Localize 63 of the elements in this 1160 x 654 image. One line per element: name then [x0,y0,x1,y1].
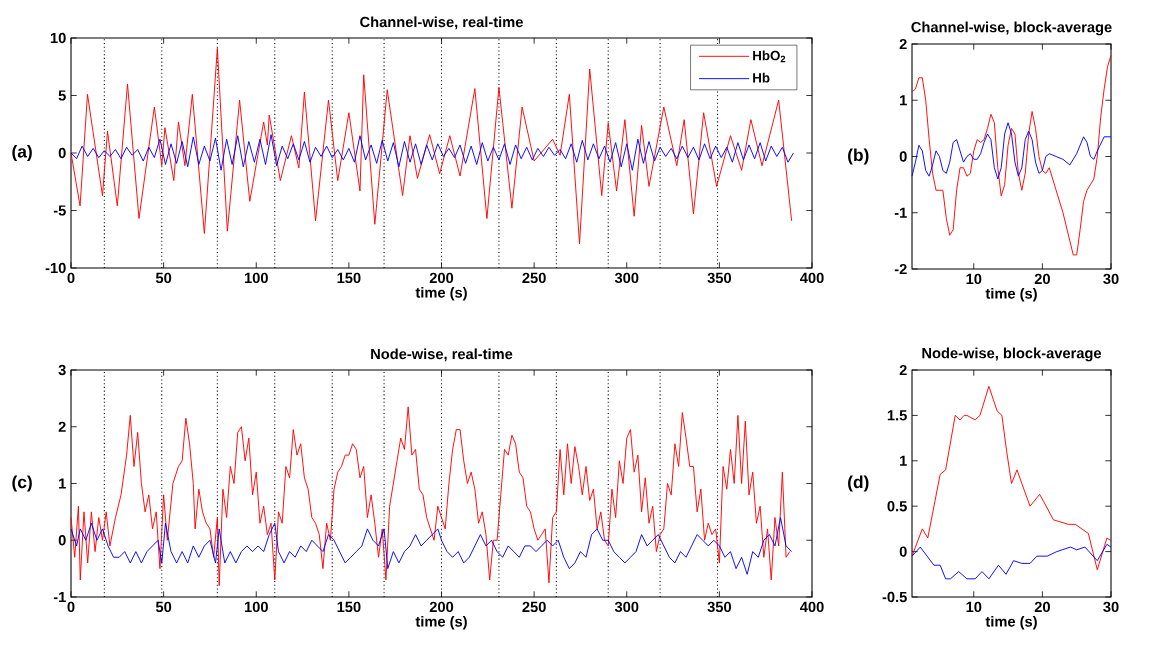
x-axis-title: time (s) [415,615,467,630]
y-tick-label: 0 [899,546,907,557]
y-tick-label: 1 [900,455,907,466]
x-tick-label: 250 [522,601,546,613]
y-tick-label: 2 [899,38,907,50]
y-tick-label: 10 [50,32,66,44]
legend-label: HbO$_{2}$ [753,50,786,63]
line-series [70,47,793,245]
y-tick-label: 1 [59,478,66,489]
y-tick-label: -0.5 [882,591,907,603]
text: (b) [848,148,869,165]
chart-title: Node-wise, block-average [922,347,1102,362]
line-series [911,543,1112,580]
x-tick-label: 10 [966,273,982,285]
x-tick-label: 300 [614,601,639,613]
y-tick-label: 2 [899,364,907,376]
x-tick-label: 0 [67,601,75,613]
y-tick-label: -10 [45,262,66,274]
text: (a) [12,144,32,162]
x-tick-label: 350 [707,601,731,613]
y-tick-label: 2 [58,421,66,432]
x-tick-label: 30 [1103,601,1119,613]
line-series [911,385,1112,571]
y-tick-label: 0 [58,147,66,159]
y-tick-label: -1 [894,207,907,218]
x-tick-label: 20 [1034,601,1050,613]
x-tick-label: 200 [429,601,454,613]
x-tick-label: 50 [155,272,172,284]
x-tick-label: 150 [337,272,361,284]
x-tick-label: 10 [966,601,982,613]
x-tick-label: 100 [244,601,268,613]
chart-title: Channel-wise, real-time [360,16,523,30]
x-tick-label: 400 [800,272,824,284]
x-tick-label: 200 [429,272,454,284]
x-tick-label: 30 [1103,273,1119,285]
y-tick-label: -1 [53,591,66,603]
chart-title: Node-wise, real-time [371,348,513,362]
y-tick-label: 3 [58,364,66,376]
x-tick-label: 50 [155,601,172,613]
x-axis-title: time (s) [415,286,467,301]
x-tick-label: 0 [67,272,75,284]
legend-label: Hb [753,72,770,83]
x-tick-label: 20 [1034,273,1050,285]
y-tick-label: 0 [58,535,66,546]
text: (d) [848,475,869,492]
x-tick-label: 250 [522,272,546,284]
y-tick-label: 1.5 [887,410,907,421]
x-tick-label: 100 [244,272,268,284]
y-tick-label: 1 [900,95,907,106]
chart-title: Channel-wise, block-average [911,21,1112,36]
y-tick-label: -2 [894,263,907,275]
y-tick-label: -5 [53,205,66,216]
y-tick-label: 0 [899,151,907,162]
x-tick-label: 400 [800,601,824,613]
x-axis-title: time (s) [985,287,1037,302]
x-tick-label: 150 [337,601,361,613]
text: (c) [12,475,32,492]
y-tick-label: 0.5 [887,501,907,512]
y-tick-label: 5 [58,90,66,101]
x-tick-label: 350 [707,272,731,284]
x-tick-label: 300 [614,272,639,284]
line-series [70,134,794,171]
x-axis-title: time (s) [985,615,1037,630]
